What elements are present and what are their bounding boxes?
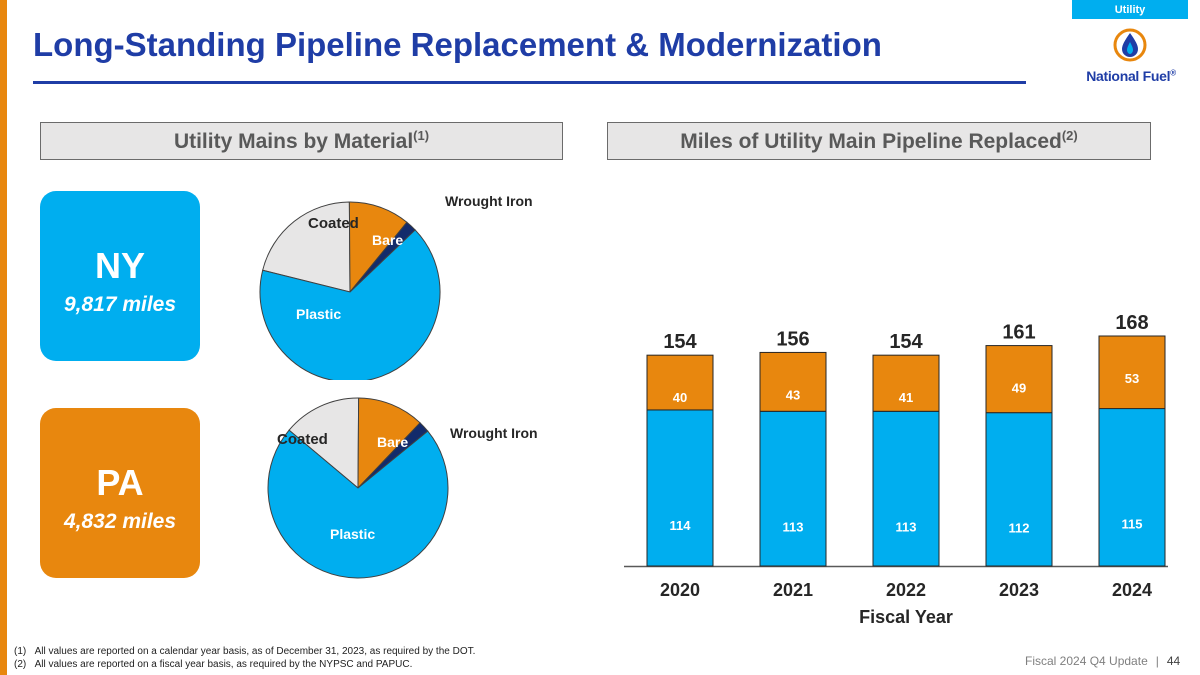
bar-2020-segment-2 bbox=[646, 354, 714, 411]
bar-2022-total-label: 154 bbox=[889, 331, 923, 353]
title-divider bbox=[33, 81, 1026, 84]
bar-2020-segment-2-label: 40 bbox=[673, 390, 687, 405]
utility-tag: Utility bbox=[1072, 0, 1188, 19]
footnote-1: (1) All values are reported on a calenda… bbox=[14, 646, 476, 657]
pa-pie-label-bare: Bare bbox=[377, 434, 408, 450]
bar-2021-segment-1-label: 113 bbox=[783, 519, 804, 534]
pa-material-pie-chart: Plastic Coated Bare Wrought Iron bbox=[267, 397, 538, 579]
x-tick-2022: 2022 bbox=[886, 580, 926, 600]
bar-2024-segment-2-label: 53 bbox=[1125, 371, 1139, 386]
x-tick-2021: 2021 bbox=[773, 580, 813, 600]
bar-2022-segment-1-label: 113 bbox=[896, 519, 917, 534]
left-section-title: Utility Mains by Material(1) bbox=[40, 122, 563, 160]
x-tick-2020: 2020 bbox=[660, 580, 700, 600]
ny-state-box: NY 9,817 miles bbox=[40, 191, 200, 361]
ny-pie-label-wrought-iron: Wrought Iron bbox=[445, 193, 533, 209]
footnotes: (1) All values are reported on a calenda… bbox=[14, 646, 475, 671]
bar-2021-segment-2 bbox=[759, 351, 827, 412]
bar-2023-segment-1 bbox=[985, 412, 1053, 567]
bar-2021-segment-2-label: 43 bbox=[786, 387, 800, 402]
national-fuel-logo-icon bbox=[1113, 28, 1147, 62]
page-number: 44 bbox=[1166, 654, 1181, 668]
pa-state-name: PA bbox=[96, 462, 144, 503]
pa-pie-label-plastic: Plastic bbox=[330, 526, 375, 542]
pa-pie-slice-plastic bbox=[267, 429, 449, 579]
page-title: Long-Standing Pipeline Replacement & Mod… bbox=[33, 26, 882, 63]
bar-2023-total-label: 161 bbox=[1002, 322, 1035, 344]
right-section-title: Miles of Utility Main Pipeline Replaced(… bbox=[607, 122, 1151, 160]
ny-pie-slice-coated bbox=[262, 201, 351, 293]
x-axis-label: Fiscal Year bbox=[859, 607, 953, 627]
pipeline-replaced-bar-chart: 114 40 154 2020 113 43 156 2021 113 41 154 2022 112 4… bbox=[624, 312, 1168, 627]
bar-2024-total-label: 168 bbox=[1115, 312, 1148, 334]
pa-state-box: PA 4,832 miles bbox=[40, 408, 200, 578]
bar-2021-total-label: 156 bbox=[776, 328, 809, 350]
ny-state-name: NY bbox=[94, 245, 145, 286]
bar-2020-total-label: 154 bbox=[663, 331, 697, 353]
bar-2023-segment-1-label: 112 bbox=[1009, 521, 1030, 536]
bar-2020-segment-1 bbox=[646, 409, 714, 567]
bar-2024-segment-2 bbox=[1098, 335, 1166, 410]
bar-2024-segment-1-label: 115 bbox=[1122, 517, 1143, 532]
ny-state-miles: 9,817 miles bbox=[63, 293, 177, 316]
bar-2023-segment-2-label: 49 bbox=[1012, 381, 1026, 396]
ny-pie-label-plastic: Plastic bbox=[296, 306, 341, 322]
x-tick-2024: 2024 bbox=[1112, 580, 1152, 600]
footnote-2: (2) All values are reported on a fiscal … bbox=[14, 658, 413, 670]
footer-label: Fiscal 2024 Q4 Update bbox=[1025, 654, 1148, 668]
bar-2020-segment-1-label: 114 bbox=[670, 518, 692, 533]
ny-material-pie-chart: Plastic Coated Bare Wrought Iron bbox=[259, 193, 533, 380]
ny-pie-label-coated: Coated bbox=[308, 215, 359, 232]
ny-pie-slice-plastic bbox=[259, 229, 441, 380]
pa-pie-slice-bare bbox=[357, 397, 421, 490]
page-footer: Fiscal 2024 Q4 Update | 44 bbox=[1025, 654, 1181, 668]
logo-wordmark: National Fuel® bbox=[1086, 68, 1176, 84]
bar-2024-segment-1 bbox=[1098, 408, 1166, 567]
bar-2022-segment-2 bbox=[872, 354, 940, 412]
bar-2023-segment-2 bbox=[985, 345, 1053, 414]
pa-pie-label-coated: Coated bbox=[277, 431, 328, 448]
pa-pie-label-wrought-iron: Wrought Iron bbox=[450, 425, 538, 441]
left-accent-bar bbox=[0, 0, 7, 675]
bar-2021-segment-1 bbox=[759, 410, 827, 567]
pa-state-miles: 4,832 miles bbox=[63, 510, 177, 533]
bar-2022-segment-1 bbox=[872, 410, 940, 567]
pa-pie-slice-coated bbox=[288, 397, 360, 490]
x-tick-2023: 2023 bbox=[999, 580, 1039, 600]
bar-2022-segment-2-label: 41 bbox=[899, 390, 913, 405]
ny-pie-label-bare: Bare bbox=[372, 232, 403, 248]
